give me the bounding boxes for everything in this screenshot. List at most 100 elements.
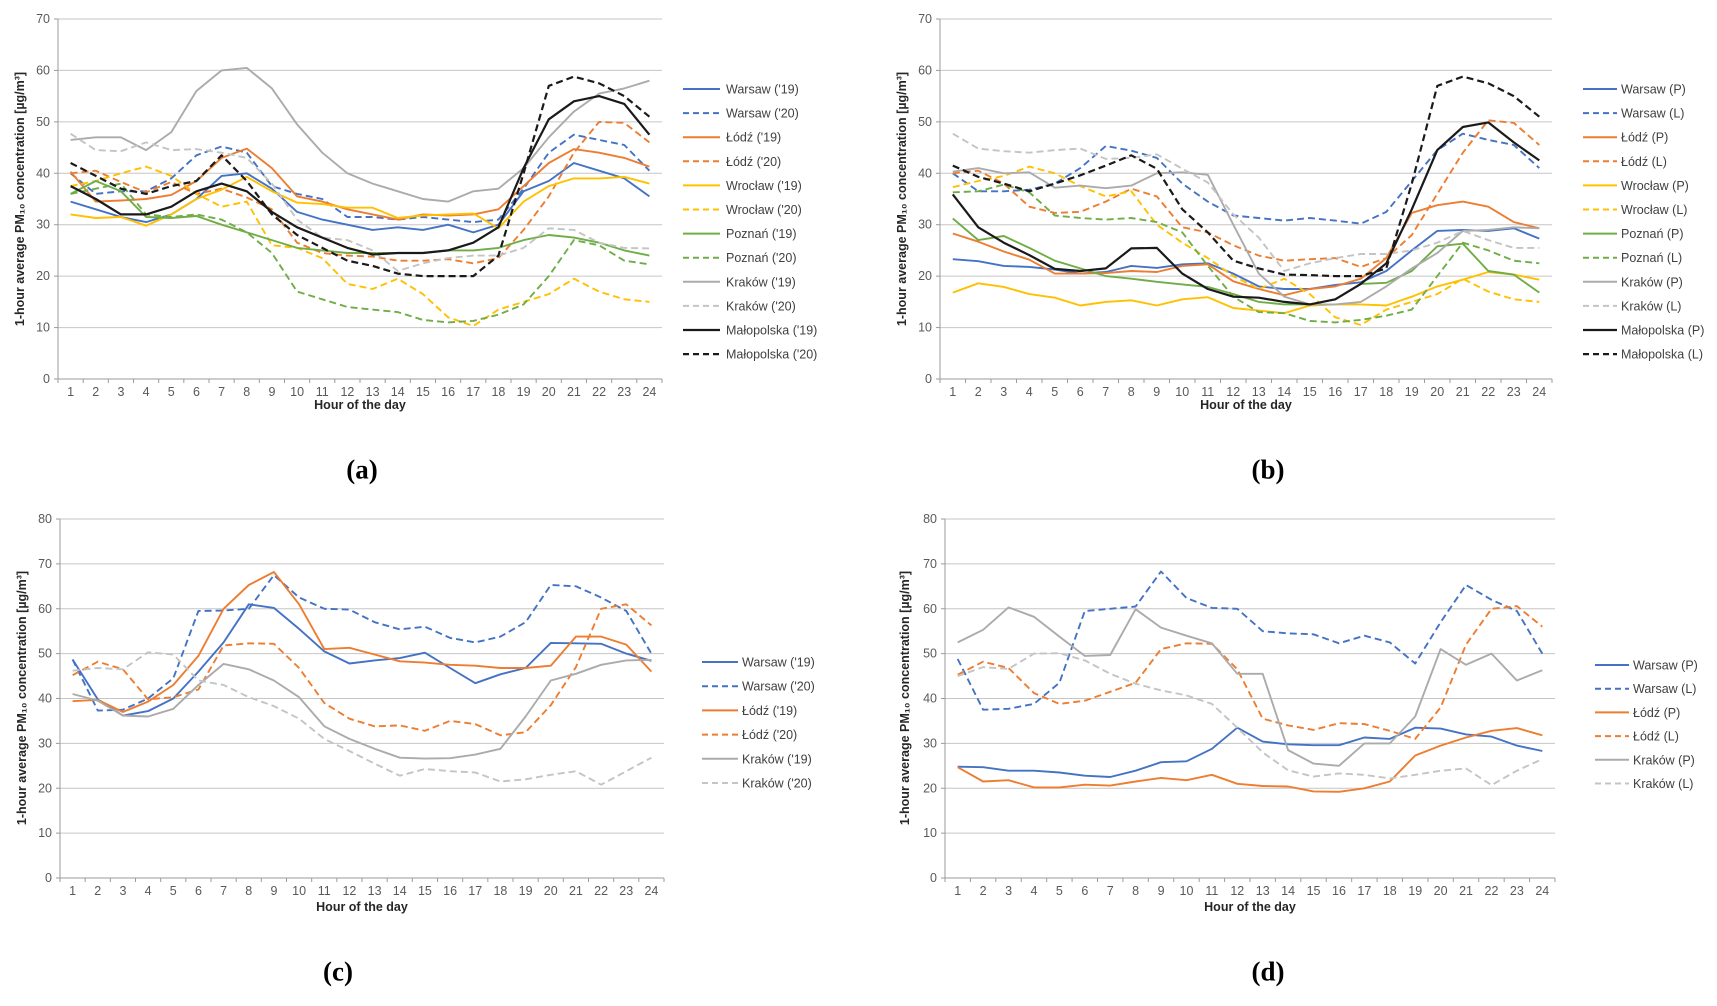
legend-item: Wrocław ('19) xyxy=(683,179,802,193)
x-tick-label: 11 xyxy=(318,884,331,898)
x-tick-label: 1 xyxy=(67,385,74,399)
legend-label: Warsaw (P) xyxy=(1621,83,1686,97)
x-axis-title-d: Hour of the day xyxy=(1204,900,1296,914)
legend-label: Warsaw ('20) xyxy=(726,107,799,121)
series-line-Małopolska (P) xyxy=(951,121,1540,306)
series-line-Warsaw (P) xyxy=(957,726,1543,778)
series-line-Poznań ('20) xyxy=(70,182,650,324)
series-line-Łódź (L) xyxy=(957,605,1543,740)
legend-label: Łódź ('19) xyxy=(726,131,781,145)
y-tick-label: 50 xyxy=(38,647,52,661)
x-tick-label: 21 xyxy=(1456,385,1470,399)
y-tick-label: 0 xyxy=(45,871,52,885)
x-tick-label: 19 xyxy=(1408,884,1422,898)
y-axis-title-d: 1-hour average PM₁₀ concentration [µg/m³… xyxy=(898,571,912,825)
legend-item: Małopolska ('20) xyxy=(683,348,817,362)
legend-label: Poznań ('20) xyxy=(726,251,796,265)
legend-label: Łódź ('19) xyxy=(742,704,797,718)
x-tick-label: 9 xyxy=(1158,884,1165,898)
x-tick-label: 14 xyxy=(393,884,407,898)
y-tick-label: 50 xyxy=(36,115,50,129)
legend-label: Łódź (P) xyxy=(1633,706,1680,720)
y-axis-title-b: 1-hour average PM₁₀ concentration [µg/m³… xyxy=(895,72,909,326)
legend-item: Warsaw (L) xyxy=(1583,107,1684,121)
x-tick-label: 10 xyxy=(1175,385,1189,399)
gridlines xyxy=(936,18,1552,380)
series-line-Łódź ('19) xyxy=(69,147,650,221)
x-tick-label: 15 xyxy=(1307,884,1321,898)
caption-a: (a) xyxy=(346,454,378,485)
y-tick-label: 0 xyxy=(43,372,50,386)
x-tick-label: 12 xyxy=(1226,385,1240,399)
y-tick-label: 10 xyxy=(36,321,50,335)
series-line-Warsaw ('20) xyxy=(69,133,651,224)
series-line-Łódź ('20) xyxy=(72,603,653,737)
y-tick-label: 30 xyxy=(918,218,932,232)
y-tick-label: 60 xyxy=(36,63,50,77)
series-line-Kraków ('20) xyxy=(72,651,652,786)
series-line-Kraków (L) xyxy=(957,652,1543,787)
legend-item: Wrocław (P) xyxy=(1583,179,1689,193)
legend-item: Poznań ('19) xyxy=(683,227,796,241)
x-tick-label: 5 xyxy=(170,884,177,898)
series-line-Wrocław ('19) xyxy=(70,175,650,230)
legend-label: Kraków ('19) xyxy=(726,275,796,289)
x-tick-label: 17 xyxy=(1357,884,1371,898)
x-tick-label: 8 xyxy=(243,385,250,399)
legend-item: Kraków (L) xyxy=(1583,299,1681,313)
x-tick-label: 4 xyxy=(145,884,152,898)
y-tick-label: 0 xyxy=(930,871,937,885)
y-tick-label: 20 xyxy=(918,269,932,283)
legend-item: Kraków (P) xyxy=(1595,753,1695,767)
x-tick-label: 8 xyxy=(1128,385,1135,399)
legend-label: Wrocław ('19) xyxy=(726,179,802,193)
series-line-Kraków (P) xyxy=(957,606,1543,767)
y-tick-label: 80 xyxy=(38,512,52,526)
legend-item: Kraków (L) xyxy=(1595,777,1693,791)
legend-item: Warsaw ('19) xyxy=(683,83,799,97)
legend-label: Kraków ('20) xyxy=(742,777,812,791)
legend-item: Kraków ('20) xyxy=(683,299,796,313)
x-tick-label: 3 xyxy=(1005,884,1012,898)
x-tick-label: 3 xyxy=(1000,385,1007,399)
legend-label: Wrocław (P) xyxy=(1621,179,1689,193)
x-tick-label: 18 xyxy=(1383,884,1397,898)
x-tick-label: 13 xyxy=(1256,884,1270,898)
y-tick-label: 70 xyxy=(923,557,937,571)
legend-label: Wrocław ('20) xyxy=(726,203,802,217)
x-tick-label: 22 xyxy=(594,884,608,898)
series-line-Kraków ('19) xyxy=(70,66,650,203)
x-tick-label: 20 xyxy=(1430,385,1444,399)
gridlines xyxy=(54,18,662,380)
series-line-Małopolska (L) xyxy=(952,75,1540,278)
y-tick-label: 20 xyxy=(923,781,937,795)
y-tick-label: 60 xyxy=(918,63,932,77)
legend-item: Warsaw ('19) xyxy=(702,656,815,670)
y-tick-label: 40 xyxy=(36,166,50,180)
y-tick-label: 50 xyxy=(923,647,937,661)
x-tick-label: 4 xyxy=(1026,385,1033,399)
legend-d: Warsaw (P) Warsaw (L) Łódź (P) Łódź (L) Krak… xyxy=(1595,659,1698,791)
x-tick-label: 18 xyxy=(493,884,507,898)
legend-label: Małopolska ('20) xyxy=(726,348,817,362)
x-tick-label: 9 xyxy=(270,884,277,898)
x-tick-label: 11 xyxy=(1201,385,1214,399)
series-line-Warsaw ('20) xyxy=(71,574,653,712)
y-tick-label: 40 xyxy=(38,692,52,706)
legend-item: Łódź (L) xyxy=(1595,730,1679,744)
x-tick-label: 9 xyxy=(268,385,275,399)
series-line-Wrocław ('20) xyxy=(70,165,650,327)
y-axis-tick-labels: 0 10 20 30 40 50 60 70 80 xyxy=(38,512,52,885)
x-tick-label: 2 xyxy=(92,385,99,399)
legend-item: Wrocław (L) xyxy=(1583,203,1687,217)
series-line-Warsaw ('19) xyxy=(71,603,652,717)
legend-item: Warsaw (P) xyxy=(1583,83,1686,97)
x-tick-label: 13 xyxy=(368,884,382,898)
legend-c: Warsaw ('19) Warsaw ('20) Łódź ('19) Łódź (… xyxy=(702,656,815,791)
legend-label: Małopolska (P) xyxy=(1621,324,1704,338)
x-tick-label: 6 xyxy=(1077,385,1084,399)
x-tick-label: 4 xyxy=(1030,884,1037,898)
series-line-Łódź ('19) xyxy=(72,571,653,713)
legend-label: Kraków ('19) xyxy=(742,752,812,766)
legend-item: Kraków (P) xyxy=(1583,275,1683,289)
